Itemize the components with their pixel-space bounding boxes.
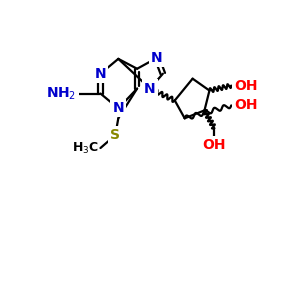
Text: OH: OH bbox=[202, 138, 226, 152]
Text: OH: OH bbox=[234, 79, 258, 93]
Text: OH: OH bbox=[234, 79, 258, 93]
Text: N: N bbox=[144, 82, 156, 96]
Text: N: N bbox=[151, 51, 163, 65]
Text: OH: OH bbox=[234, 98, 258, 112]
Text: N: N bbox=[112, 101, 124, 116]
Text: NH$_2$: NH$_2$ bbox=[46, 85, 77, 102]
Text: N: N bbox=[151, 51, 163, 65]
Text: N: N bbox=[95, 67, 106, 81]
Text: S: S bbox=[110, 128, 120, 142]
Text: OH: OH bbox=[234, 98, 258, 112]
Text: N: N bbox=[112, 101, 124, 116]
Text: H$_3$C: H$_3$C bbox=[72, 140, 98, 156]
Text: S: S bbox=[110, 128, 120, 142]
Text: N: N bbox=[95, 67, 106, 81]
Text: OH: OH bbox=[202, 138, 226, 152]
Text: NH$_2$: NH$_2$ bbox=[46, 85, 77, 102]
Text: N: N bbox=[144, 82, 156, 96]
